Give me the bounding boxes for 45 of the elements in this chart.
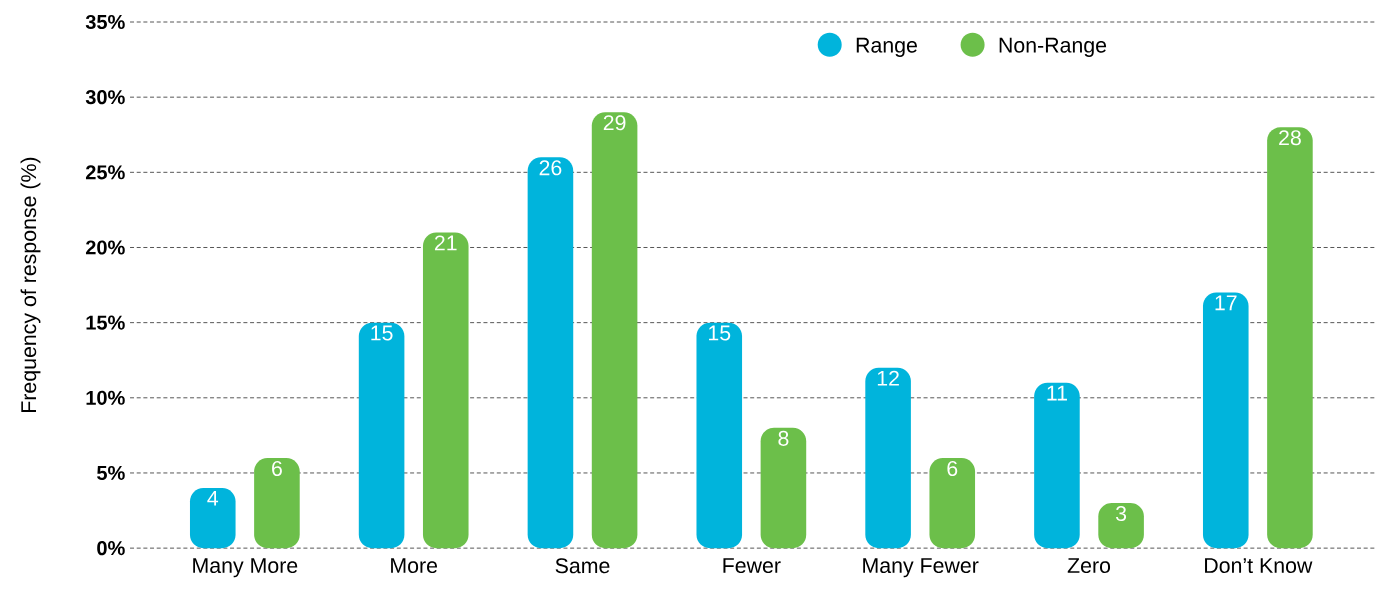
- x-tick-label: Same: [555, 558, 610, 574]
- bar: [760, 427, 807, 549]
- bar: [1202, 292, 1249, 549]
- y-tick-label: 20%: [85, 240, 125, 255]
- y-tick-label: 15%: [86, 315, 125, 330]
- data-label: 4: [207, 490, 219, 506]
- data-label: 28: [1279, 130, 1301, 146]
- y-tick-label: 35%: [85, 14, 125, 30]
- bar: [929, 457, 976, 549]
- x-tick-label: Many More: [193, 558, 298, 578]
- bar: [189, 487, 236, 549]
- y-axis-title: Frequency of response (%): [20, 157, 41, 412]
- data-label: 15: [371, 325, 393, 341]
- data-label: 29: [603, 115, 626, 131]
- data-label: 3: [1115, 505, 1127, 522]
- data-label: 11: [1047, 385, 1067, 401]
- x-tick-label: Don’t Know: [1205, 558, 1313, 573]
- y-tick-label: 25%: [85, 165, 125, 180]
- bar: [865, 367, 911, 549]
- data-label: 15: [709, 325, 731, 341]
- x-tick-label: Zero: [1067, 558, 1111, 573]
- x-tick-label: Fewer: [723, 558, 781, 573]
- data-label: 6: [947, 460, 958, 476]
- y-tick-label: 30%: [85, 90, 125, 105]
- x-tick-label: Many Fewer: [863, 558, 979, 578]
- bar: [422, 232, 469, 549]
- data-label: 8: [778, 430, 789, 446]
- bar: [254, 457, 300, 549]
- data-label: 6: [272, 460, 282, 476]
- data-label: 12: [877, 370, 899, 386]
- data-label: 17: [1215, 295, 1237, 311]
- data-label: 26: [539, 160, 562, 176]
- x-tick-label: More: [391, 558, 438, 573]
- bar: [591, 112, 638, 549]
- y-tick-label: 10%: [86, 390, 125, 405]
- y-tick-label: 5%: [97, 465, 125, 480]
- bar: [696, 322, 743, 549]
- y-tick-label: 0%: [97, 540, 125, 556]
- legend-label: Non-Range: [999, 37, 1107, 57]
- legend-label: Range: [856, 37, 917, 57]
- data-label: 21: [434, 235, 457, 251]
- bar: [358, 322, 405, 549]
- bar: [527, 157, 574, 549]
- bar: [1267, 127, 1313, 549]
- bar: [1034, 382, 1080, 549]
